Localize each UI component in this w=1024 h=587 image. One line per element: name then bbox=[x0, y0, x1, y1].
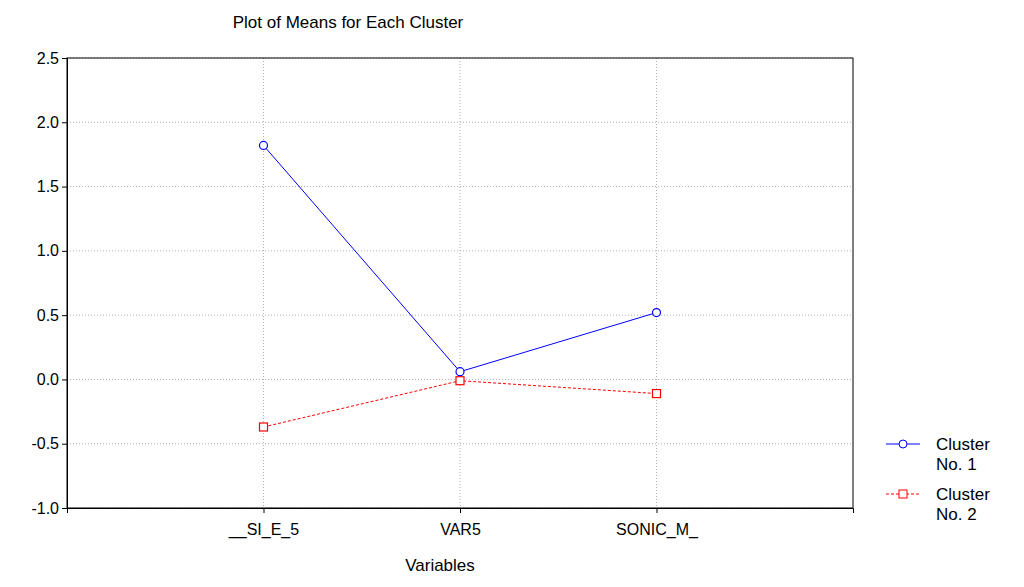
grid-line bbox=[460, 58, 461, 508]
y-tick-mark bbox=[62, 58, 67, 59]
y-tick-label: -0.5 bbox=[31, 435, 59, 452]
series-marker bbox=[456, 368, 464, 376]
x-axis: __SI_E_5 VAR5 SONIC_M_ bbox=[68, 508, 854, 539]
series-line bbox=[264, 145, 657, 371]
y-tick: 2.0 bbox=[37, 114, 67, 131]
y-tick: -0.5 bbox=[31, 435, 67, 452]
y-tick-mark bbox=[62, 315, 67, 316]
y-tick-mark bbox=[62, 122, 67, 123]
title: Plot of Means for Each Cluster bbox=[233, 13, 464, 32]
series-marker bbox=[456, 377, 464, 385]
x-tick-label: __SI_E_5 bbox=[228, 521, 299, 539]
legend-item: ClusterNo. 1 bbox=[886, 435, 990, 474]
y-tick-mark bbox=[62, 187, 67, 188]
x-tick-mark bbox=[460, 508, 461, 513]
series-marker bbox=[260, 141, 268, 149]
x-axis-title: Variables bbox=[405, 556, 475, 575]
y-tick-label: 2.0 bbox=[37, 114, 59, 131]
grid-line bbox=[67, 315, 853, 316]
x-tick-mark bbox=[264, 508, 265, 513]
x-tick: SONIC_M_ bbox=[616, 508, 699, 539]
grid bbox=[67, 58, 853, 508]
x-axis-line bbox=[68, 509, 854, 514]
legend-item: ClusterNo. 2 bbox=[886, 485, 990, 524]
y-tick: 1.0 bbox=[37, 242, 67, 259]
y-tick-mark bbox=[62, 251, 67, 252]
legend: ClusterNo. 1 ClusterNo. 2 bbox=[886, 435, 990, 524]
y-tick-label: 1.5 bbox=[37, 178, 59, 195]
x-tick: __SI_E_5 bbox=[228, 508, 299, 539]
y-tick: -1.0 bbox=[31, 500, 67, 517]
legend-marker bbox=[899, 490, 907, 498]
y-tick-label: 0.5 bbox=[37, 307, 59, 324]
plot: -1.0 -0.5 0.0 0.5 1.0 1.5 2.0 2.5 __SI_E_5 VAR5 SO… bbox=[31, 50, 853, 540]
grid-line bbox=[67, 443, 853, 444]
legend-label: ClusterNo. 1 bbox=[936, 435, 990, 474]
y-axis: -1.0 -0.5 0.0 0.5 1.0 1.5 2.0 2.5 bbox=[31, 50, 67, 517]
y-tick-label: -1.0 bbox=[31, 500, 59, 517]
y-tick: 2.5 bbox=[37, 50, 67, 67]
x-tick-label: VAR5 bbox=[440, 521, 481, 538]
y-tick-mark bbox=[62, 379, 67, 380]
y-tick: 0.0 bbox=[37, 371, 67, 388]
series-line bbox=[264, 381, 657, 427]
series-marker bbox=[653, 390, 661, 398]
plot-frame bbox=[67, 58, 853, 508]
series-group bbox=[260, 141, 661, 431]
legend-label: ClusterNo. 2 bbox=[936, 485, 990, 524]
series-marker bbox=[260, 423, 268, 431]
grid-line bbox=[67, 186, 853, 187]
x-tick: VAR5 bbox=[440, 508, 481, 538]
x-tick-mark bbox=[657, 508, 658, 513]
grid-line bbox=[656, 58, 657, 508]
background bbox=[0, 0, 1024, 587]
grid-line bbox=[263, 58, 264, 508]
legend-marker bbox=[899, 440, 907, 448]
y-tick-mark bbox=[62, 508, 67, 509]
y-tick-mark bbox=[62, 444, 67, 445]
y-tick: 1.5 bbox=[37, 178, 67, 195]
y-tick-label: 0.0 bbox=[37, 371, 59, 388]
x-tick-label: SONIC_M_ bbox=[616, 521, 699, 539]
y-tick: 0.5 bbox=[37, 307, 67, 324]
y-tick-label: 1.0 bbox=[37, 242, 59, 259]
chart: -1.0 -0.5 0.0 0.5 1.0 1.5 2.0 2.5 __SI_E_5 VAR5 SO… bbox=[0, 0, 1024, 587]
series-marker bbox=[653, 309, 661, 317]
y-tick-label: 2.5 bbox=[37, 50, 59, 67]
